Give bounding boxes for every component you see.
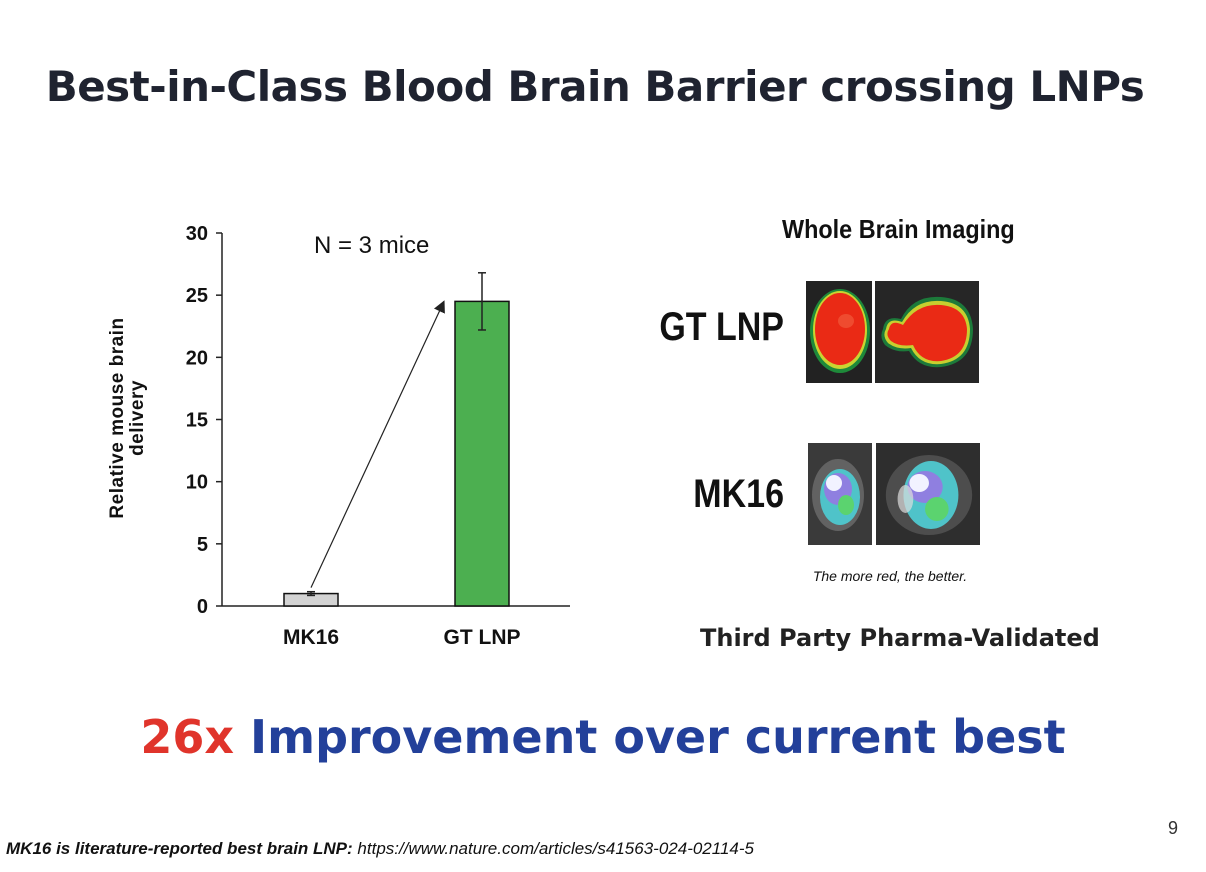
imaging-caption: The more red, the better. <box>812 568 968 584</box>
bar-chart-svg: 0 5 10 15 20 25 30 MK16 GT LNP <box>186 223 570 649</box>
footnote: MK16 is literature-reported best brain L… <box>6 839 754 859</box>
mk16-brain-image-2 <box>876 443 980 545</box>
gt-lnp-brain-image-2 <box>875 281 979 383</box>
gt-lnp-row-label: GT LNP <box>659 305 784 349</box>
validation-note: Third Party Pharma-Validated <box>700 624 1100 652</box>
bar-chart: 0 5 10 15 20 25 30 MK16 GT LNP <box>120 210 590 660</box>
x-category-label: MK16 <box>283 626 339 649</box>
y-tick-label: 10 <box>186 472 208 494</box>
y-tick-label: 20 <box>186 347 208 369</box>
x-category-label: GT LNP <box>444 626 521 649</box>
y-tick-label: 30 <box>186 223 208 245</box>
y-axis-label-line1: Relative mouse brain <box>107 317 128 519</box>
footnote-lead: MK16 is literature-reported best brain L… <box>6 839 353 858</box>
y-tick-label: 15 <box>186 410 208 432</box>
y-tick-label: 25 <box>186 285 208 307</box>
footnote-url[interactable]: https://www.nature.com/articles/s41563-0… <box>357 839 754 858</box>
slide-title: Best-in-Class Blood Brain Barrier crossi… <box>45 62 1145 111</box>
imaging-title: Whole Brain Imaging <box>782 214 1015 244</box>
headline-accent: 26x <box>140 710 234 764</box>
page-number: 9 <box>1168 818 1179 838</box>
improvement-arrow <box>310 300 445 588</box>
y-tick-label: 5 <box>197 534 208 556</box>
bar-gt-lnp <box>454 300 510 607</box>
mk16-row-label: MK16 <box>693 472 784 516</box>
y-tick-label: 0 <box>197 596 208 618</box>
gt-lnp-brain-image-1 <box>806 281 872 383</box>
sample-size-annotation: N = 3 mice <box>314 232 430 259</box>
headline: 26x Improvement over current best <box>0 710 1206 764</box>
mk16-brain-image-1 <box>808 443 872 545</box>
headline-main: Improvement over current best <box>250 710 1066 764</box>
y-axis-label-line2: delivery <box>127 380 148 456</box>
